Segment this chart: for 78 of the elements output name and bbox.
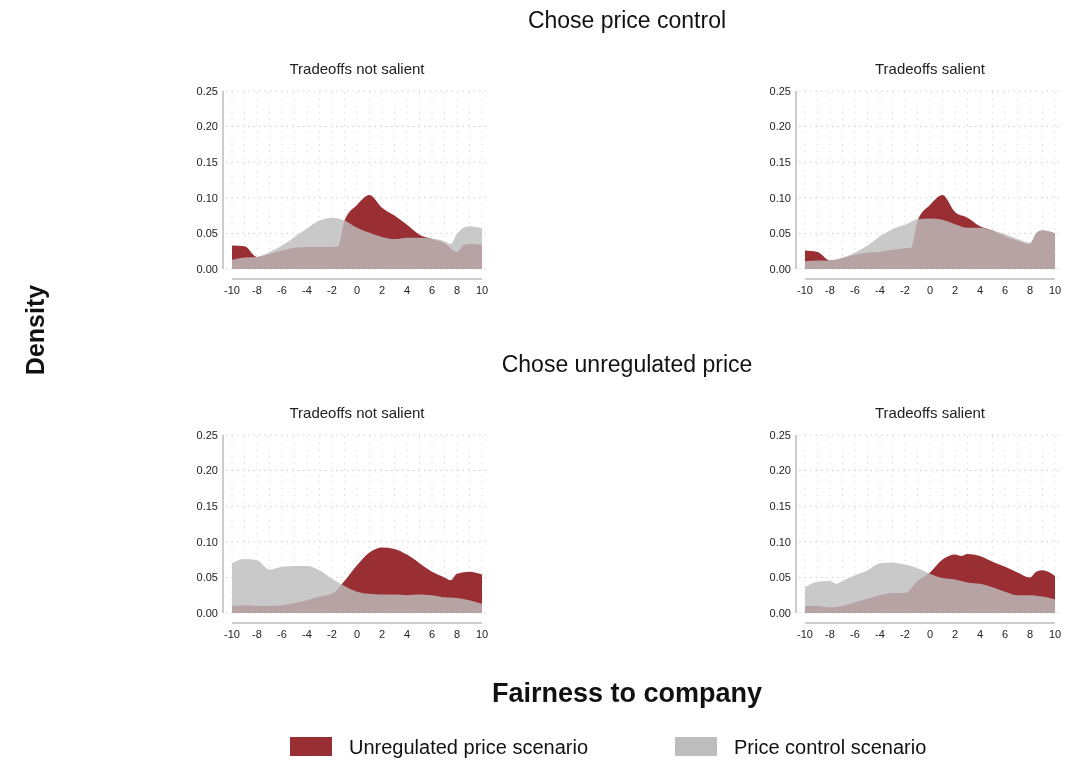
x-tick-label: -10 bbox=[224, 628, 240, 640]
y-tick-label: 0.05 bbox=[769, 571, 791, 584]
y-tick-label: 0.20 bbox=[196, 120, 218, 133]
y-tick-label: 0.20 bbox=[196, 464, 218, 477]
x-tick-label: -6 bbox=[277, 628, 287, 640]
y-tick-label: 0.00 bbox=[769, 606, 791, 619]
x-tick-label: -4 bbox=[875, 628, 885, 640]
x-tick-label: 8 bbox=[453, 628, 461, 640]
x-tick-label: -4 bbox=[875, 284, 885, 296]
y-tick-label: 0.20 bbox=[769, 464, 791, 477]
x-tick-label: 6 bbox=[1001, 284, 1009, 296]
y-tick-label: 0.10 bbox=[196, 191, 218, 204]
x-tick-label: -6 bbox=[850, 284, 860, 296]
x-tick-label: 4 bbox=[403, 628, 411, 640]
x-tick-label: -8 bbox=[825, 628, 835, 640]
x-tick-label: -2 bbox=[900, 628, 910, 640]
y-tick-label: 0.05 bbox=[769, 227, 791, 240]
chart-title: Tradeoffs salient bbox=[874, 404, 986, 421]
y-tick-label: 0.25 bbox=[769, 428, 791, 441]
y-tick-label: 0.25 bbox=[769, 84, 791, 97]
x-tick-label: 2 bbox=[378, 284, 386, 296]
x-tick-label: 2 bbox=[951, 284, 959, 296]
x-tick-label: 4 bbox=[403, 284, 411, 296]
chart-title: Tradeoffs salient bbox=[874, 60, 986, 77]
x-tick-label: 10 bbox=[1048, 628, 1062, 640]
y-tick-label: 0.15 bbox=[769, 500, 791, 513]
x-tick-label: -8 bbox=[825, 284, 835, 296]
y-tick-label: 0.00 bbox=[769, 262, 791, 275]
x-tick-label: -10 bbox=[224, 284, 240, 296]
y-tick-label: 0.15 bbox=[769, 156, 791, 169]
x-tick-label: 4 bbox=[976, 284, 984, 296]
x-tick-label: 6 bbox=[428, 284, 436, 296]
x-tick-label: -10 bbox=[797, 628, 813, 640]
x-tick-label: -8 bbox=[252, 628, 262, 640]
x-tick-label: -2 bbox=[327, 284, 337, 296]
legend-label: Price control scenario bbox=[734, 736, 927, 758]
x-tick-label: 2 bbox=[951, 628, 959, 640]
y-tick-label: 0.05 bbox=[196, 227, 218, 240]
x-tick-label: 0 bbox=[353, 628, 361, 640]
x-tick-label: 6 bbox=[428, 628, 436, 640]
x-tick-label: 10 bbox=[1048, 284, 1062, 296]
y-tick-label: 0.00 bbox=[196, 262, 218, 275]
y-tick-label: 0.10 bbox=[196, 535, 218, 548]
x-tick-label: 8 bbox=[1026, 628, 1034, 640]
legend-label: Unregulated price scenario bbox=[349, 736, 589, 758]
x-tick-label: 10 bbox=[475, 628, 489, 640]
text: Chose price control bbox=[527, 7, 727, 33]
x-tick-label: 0 bbox=[926, 284, 934, 296]
x-axis-title: Fairness to company bbox=[491, 678, 763, 708]
x-tick-label: 2 bbox=[378, 628, 386, 640]
y-tick-label: 0.10 bbox=[769, 191, 791, 204]
x-tick-label: -2 bbox=[900, 284, 910, 296]
y-tick-label: 0.00 bbox=[196, 606, 218, 619]
x-tick-label: -2 bbox=[327, 628, 337, 640]
x-tick-label: -8 bbox=[252, 284, 262, 296]
text: Chose unregulated price bbox=[501, 351, 753, 377]
x-tick-label: 10 bbox=[475, 284, 489, 296]
y-tick-label: 0.25 bbox=[196, 84, 218, 97]
y-tick-label: 0.15 bbox=[196, 500, 218, 513]
y-tick-label: 0.15 bbox=[196, 156, 218, 169]
y-axis-title: Density bbox=[21, 284, 49, 376]
x-tick-label: 0 bbox=[353, 284, 361, 296]
y-tick-label: 0.10 bbox=[769, 535, 791, 548]
chart-title: Tradeoffs not salient bbox=[289, 404, 426, 421]
x-tick-label: 0 bbox=[926, 628, 934, 640]
y-tick-label: 0.20 bbox=[769, 120, 791, 133]
x-tick-label: 6 bbox=[1001, 628, 1009, 640]
x-tick-label: -4 bbox=[302, 284, 312, 296]
x-tick-label: -6 bbox=[850, 628, 860, 640]
x-tick-label: -4 bbox=[302, 628, 312, 640]
x-tick-label: -6 bbox=[277, 284, 287, 296]
y-tick-label: 0.05 bbox=[196, 571, 218, 584]
x-tick-label: -10 bbox=[797, 284, 813, 296]
y-tick-label: 0.25 bbox=[196, 428, 218, 441]
chart-title: Tradeoffs not salient bbox=[289, 60, 426, 77]
x-tick-label: 8 bbox=[453, 284, 461, 296]
x-tick-label: 8 bbox=[1026, 284, 1034, 296]
x-tick-label: 4 bbox=[976, 628, 984, 640]
